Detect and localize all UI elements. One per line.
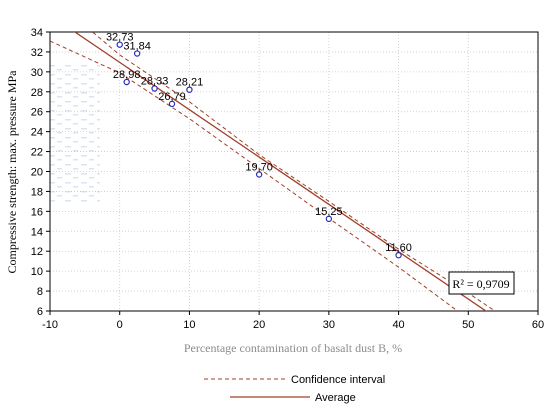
- data-point: [123, 78, 130, 86]
- data-point: [186, 86, 193, 93]
- x-tick-label: -10: [42, 319, 58, 331]
- y-tick-label: 6: [37, 306, 43, 318]
- data-point: [151, 85, 158, 92]
- data-label: 28,21: [176, 77, 204, 89]
- x-axis-label: Percentage contamination of basalt dust …: [184, 341, 402, 355]
- data-label: 15,25: [315, 206, 343, 218]
- data-label: 19,70: [245, 161, 273, 173]
- data-point: [255, 171, 263, 178]
- data-point: [168, 100, 176, 108]
- data-label: 28,98: [113, 69, 141, 81]
- y-tick-label: 26: [31, 107, 43, 119]
- data-label: 32,73: [106, 32, 134, 44]
- data-point: [116, 41, 123, 48]
- legend-label-confidence: Confidence interval: [291, 374, 385, 386]
- data-point: [133, 50, 141, 57]
- data-label: 26,79: [158, 91, 186, 103]
- x-tick-label: 30: [323, 319, 335, 331]
- y-tick-label: 34: [31, 27, 43, 39]
- y-tick-label: 16: [31, 206, 43, 218]
- x-tick-label: 10: [183, 319, 195, 331]
- data-point: [325, 215, 333, 223]
- legend: Confidence interval Average: [204, 374, 385, 404]
- y-tick-label: 12: [31, 246, 43, 258]
- x-tick-label: 60: [532, 319, 544, 331]
- data-label: 11,60: [385, 242, 412, 254]
- y-tick-label: 14: [31, 226, 43, 238]
- r2-text: R² = 0,9709: [452, 277, 509, 291]
- data-point: [395, 251, 402, 259]
- confidence-lower-line: [50, 40, 459, 311]
- y-tick-label: 24: [31, 127, 43, 139]
- y-tick-label: 30: [31, 67, 43, 79]
- y-tick-label: 10: [31, 266, 43, 278]
- x-tick-label: 50: [462, 319, 474, 331]
- y-tick-label: 28: [31, 87, 43, 99]
- x-axis-ticks: -10 0 10 20 30 40 50 60: [42, 311, 544, 331]
- y-tick-label: 22: [31, 147, 43, 159]
- data-label: 28,33: [141, 75, 169, 87]
- y-tick-label: 8: [37, 286, 43, 298]
- x-tick-label: 20: [253, 319, 265, 331]
- x-tick-label: 0: [117, 319, 123, 331]
- y-tick-label: 32: [31, 47, 43, 59]
- legend-label-average: Average: [315, 392, 356, 404]
- y-tick-label: 20: [31, 167, 43, 179]
- y-axis-label: Compressive strength: max. pressure MPa: [5, 70, 19, 274]
- data-label: 31,84: [123, 41, 151, 53]
- x-tick-label: 40: [392, 319, 404, 331]
- r2-box: R² = 0,9709: [448, 271, 515, 295]
- r2-frame: [448, 271, 515, 295]
- y-tick-label: 18: [31, 186, 43, 198]
- y-axis-ticks: 6 8 10 12 14 16 18 20 22 24 26 28 30 32 34: [31, 27, 50, 318]
- grid: [50, 32, 538, 311]
